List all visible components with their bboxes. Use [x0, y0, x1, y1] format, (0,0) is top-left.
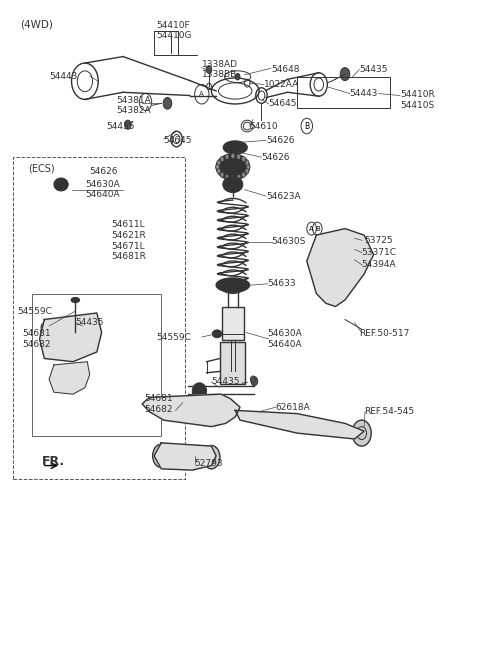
Ellipse shape	[223, 176, 243, 192]
Text: A: A	[199, 91, 204, 97]
Text: 54645: 54645	[269, 100, 297, 108]
Text: FR.: FR.	[42, 454, 65, 467]
Circle shape	[124, 120, 131, 129]
Text: 54681
54682: 54681 54682	[22, 329, 50, 349]
Text: 54559C: 54559C	[17, 306, 52, 316]
Text: 54626: 54626	[266, 136, 295, 145]
Text: 54623A: 54623A	[266, 192, 301, 201]
Text: 54630S: 54630S	[271, 237, 305, 246]
Ellipse shape	[54, 178, 68, 191]
Circle shape	[340, 68, 350, 81]
Ellipse shape	[212, 330, 222, 338]
Text: 54410F
54410G: 54410F 54410G	[156, 21, 192, 40]
Text: 54410R
54410S: 54410R 54410S	[400, 91, 434, 110]
Circle shape	[251, 377, 258, 386]
Circle shape	[225, 154, 229, 159]
Text: B: B	[315, 226, 320, 231]
Circle shape	[353, 256, 359, 263]
Ellipse shape	[216, 278, 250, 292]
Polygon shape	[307, 229, 373, 306]
Circle shape	[231, 175, 235, 181]
Circle shape	[153, 444, 170, 467]
Circle shape	[231, 153, 235, 158]
Text: 54443: 54443	[49, 72, 77, 81]
Text: 54435: 54435	[107, 121, 135, 130]
Text: 54443: 54443	[350, 89, 378, 98]
Text: 53725: 53725	[364, 236, 393, 244]
Circle shape	[203, 445, 220, 469]
Circle shape	[235, 74, 240, 80]
Circle shape	[246, 164, 250, 170]
Circle shape	[206, 66, 212, 74]
Text: 54394A: 54394A	[362, 260, 396, 269]
Circle shape	[237, 154, 240, 159]
Bar	[220, 342, 245, 385]
Text: 54630A
54640A: 54630A 54640A	[85, 180, 120, 200]
Text: REF.50-517: REF.50-517	[360, 329, 410, 338]
Text: A: A	[309, 226, 314, 231]
Polygon shape	[142, 394, 240, 426]
Ellipse shape	[223, 141, 247, 154]
Circle shape	[352, 420, 371, 446]
Text: 54630A
54640A: 54630A 54640A	[268, 329, 302, 349]
Text: 54611L
54621R: 54611L 54621R	[111, 220, 146, 240]
Polygon shape	[235, 410, 364, 439]
Circle shape	[163, 97, 172, 109]
Text: 54681
54682: 54681 54682	[144, 394, 173, 413]
Bar	[297, 77, 390, 108]
Circle shape	[245, 160, 249, 166]
Circle shape	[216, 164, 219, 170]
Text: 54633: 54633	[268, 279, 296, 288]
Text: 1022AA: 1022AA	[264, 80, 299, 89]
Ellipse shape	[216, 154, 250, 180]
Text: 54648: 54648	[271, 65, 300, 74]
Circle shape	[242, 156, 246, 162]
Bar	[68, 333, 83, 346]
Circle shape	[323, 248, 351, 287]
Circle shape	[328, 256, 346, 279]
Text: 54626: 54626	[262, 153, 290, 162]
Circle shape	[237, 175, 240, 180]
Text: 52793: 52793	[195, 459, 223, 468]
Text: (ECS): (ECS)	[28, 164, 54, 174]
Text: 62618A: 62618A	[276, 403, 311, 411]
Text: 54381A
54382A: 54381A 54382A	[116, 96, 151, 115]
Circle shape	[41, 323, 48, 332]
Circle shape	[225, 175, 229, 180]
Text: 54559C: 54559C	[156, 333, 192, 342]
Polygon shape	[49, 362, 90, 394]
Text: 54435: 54435	[75, 318, 104, 327]
Text: 54435: 54435	[360, 65, 388, 74]
Circle shape	[63, 318, 87, 350]
Text: REF.54-545: REF.54-545	[364, 408, 414, 416]
Circle shape	[220, 172, 224, 177]
Bar	[33, 293, 161, 436]
Bar	[222, 306, 244, 340]
Text: 54626: 54626	[90, 167, 118, 176]
Circle shape	[353, 246, 359, 253]
Text: 53371C: 53371C	[362, 248, 396, 257]
Circle shape	[353, 235, 359, 243]
Polygon shape	[39, 313, 102, 362]
Circle shape	[245, 169, 249, 174]
Text: 54610: 54610	[250, 121, 278, 130]
Text: 54645: 54645	[164, 136, 192, 145]
Circle shape	[70, 326, 81, 342]
Circle shape	[217, 160, 221, 166]
Text: 54671L
54681R: 54671L 54681R	[111, 242, 146, 261]
Circle shape	[242, 172, 246, 177]
Ellipse shape	[71, 297, 80, 303]
Circle shape	[217, 169, 221, 174]
Ellipse shape	[192, 383, 206, 399]
Text: (4WD): (4WD)	[21, 19, 53, 29]
Text: 1338AD
1338BB: 1338AD 1338BB	[202, 60, 238, 80]
Circle shape	[220, 156, 224, 162]
Text: B: B	[304, 121, 310, 130]
Polygon shape	[154, 443, 216, 470]
Text: 54435: 54435	[211, 378, 240, 387]
